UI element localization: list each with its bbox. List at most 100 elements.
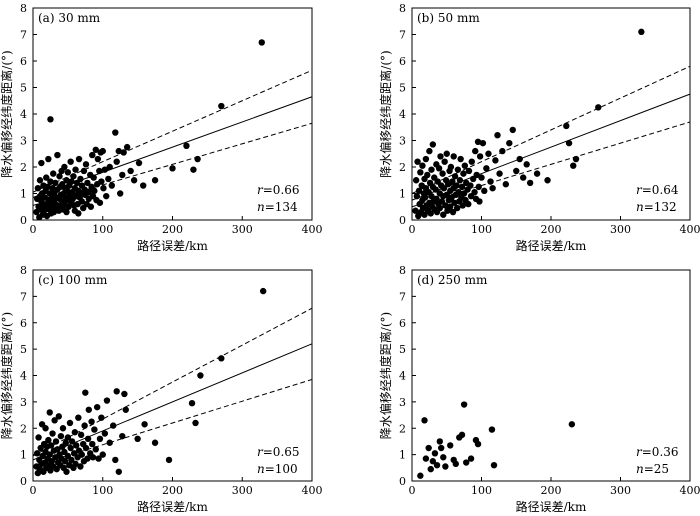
- data-point: [67, 158, 74, 165]
- y-tick-label: 8: [20, 2, 27, 15]
- data-point: [130, 177, 138, 184]
- data-point: [513, 167, 520, 175]
- data-point: [422, 455, 430, 462]
- data-point: [77, 175, 84, 183]
- upper-band-line: [32, 307, 313, 457]
- data-point: [197, 372, 204, 379]
- data-point: [151, 177, 159, 184]
- data-point: [108, 182, 116, 189]
- data-point: [63, 468, 70, 475]
- x-tick-label: 100: [92, 484, 113, 497]
- data-point: [458, 431, 466, 439]
- data-point: [454, 166, 462, 173]
- data-point: [92, 146, 99, 153]
- data-point: [478, 174, 485, 181]
- data-point: [103, 192, 110, 200]
- data-point: [447, 163, 455, 171]
- x-tick-label: 200: [541, 223, 562, 236]
- data-point: [188, 399, 196, 407]
- data-point: [568, 421, 576, 428]
- data-point: [89, 440, 96, 448]
- data-point: [77, 463, 84, 470]
- data-point: [570, 162, 577, 169]
- y-tick-label: 0: [20, 214, 27, 227]
- y-tick-label: 1: [20, 188, 27, 201]
- data-point: [432, 186, 439, 193]
- x-tick-label: 100: [471, 484, 492, 497]
- x-axis-label: 路径误差/km: [516, 499, 587, 514]
- data-point: [80, 167, 88, 175]
- data-point: [499, 147, 506, 155]
- x-tick-label: 300: [232, 223, 253, 236]
- y-tick-label: 7: [399, 29, 406, 42]
- data-point: [429, 458, 437, 465]
- data-point: [488, 426, 496, 433]
- data-point: [90, 174, 97, 181]
- data-point: [106, 163, 113, 171]
- y-tick-label: 6: [20, 55, 27, 68]
- data-point: [436, 204, 443, 212]
- x-tick-label: 400: [302, 223, 323, 236]
- x-tick-label: 400: [680, 223, 700, 236]
- y-tick-label: 6: [399, 317, 406, 330]
- data-point: [135, 159, 143, 167]
- data-point: [151, 439, 159, 446]
- data-point: [110, 422, 117, 429]
- data-point: [34, 185, 42, 192]
- data-point: [422, 155, 430, 163]
- data-point: [494, 132, 501, 139]
- data-point: [127, 167, 134, 175]
- data-point: [419, 162, 426, 169]
- data-point: [471, 188, 478, 196]
- data-point: [47, 116, 54, 123]
- data-point: [442, 463, 449, 470]
- data-point: [165, 456, 173, 464]
- x-tick-label: 100: [92, 223, 113, 236]
- y-tick-label: 7: [20, 29, 27, 42]
- data-point: [38, 159, 45, 167]
- y-tick-label: 1: [399, 449, 406, 462]
- panel-title: (d) 250 mm: [417, 273, 488, 287]
- data-point: [75, 414, 82, 421]
- data-point: [465, 167, 473, 175]
- data-point: [460, 170, 467, 177]
- data-point: [451, 173, 459, 180]
- data-point: [77, 431, 85, 439]
- data-point: [426, 147, 433, 155]
- y-tick-label: 4: [399, 108, 406, 121]
- data-point: [638, 28, 645, 36]
- x-tick-label: 0: [409, 223, 416, 236]
- r-value: r=0.36: [636, 445, 679, 459]
- y-tick-label: 3: [20, 396, 27, 409]
- data-point: [496, 170, 503, 177]
- data-point: [82, 161, 90, 168]
- data-point: [565, 139, 573, 147]
- data-point: [61, 458, 69, 465]
- data-point: [98, 178, 105, 185]
- data-point: [89, 454, 97, 461]
- data-point: [461, 162, 469, 169]
- x-tick-label: 200: [162, 484, 183, 497]
- y-tick-label: 0: [399, 214, 406, 227]
- y-axis-label: 降水偏移经纬度距离/(°): [378, 312, 393, 439]
- y-tick-label: 0: [20, 475, 27, 488]
- data-point: [59, 425, 67, 432]
- data-point: [123, 143, 131, 151]
- data-point: [46, 451, 53, 458]
- panel-title: (c) 100 mm: [38, 273, 108, 287]
- data-point: [70, 173, 77, 180]
- data-point: [450, 153, 457, 160]
- data-point: [113, 388, 120, 395]
- data-point: [46, 409, 53, 416]
- data-point: [72, 166, 79, 173]
- data-point: [533, 170, 541, 177]
- data-point: [49, 430, 56, 437]
- data-point: [42, 425, 49, 432]
- data-point: [476, 198, 483, 205]
- data-point: [101, 430, 109, 437]
- data-point: [473, 171, 480, 179]
- data-point: [57, 432, 65, 440]
- data-point: [52, 179, 59, 187]
- data-point: [259, 287, 267, 295]
